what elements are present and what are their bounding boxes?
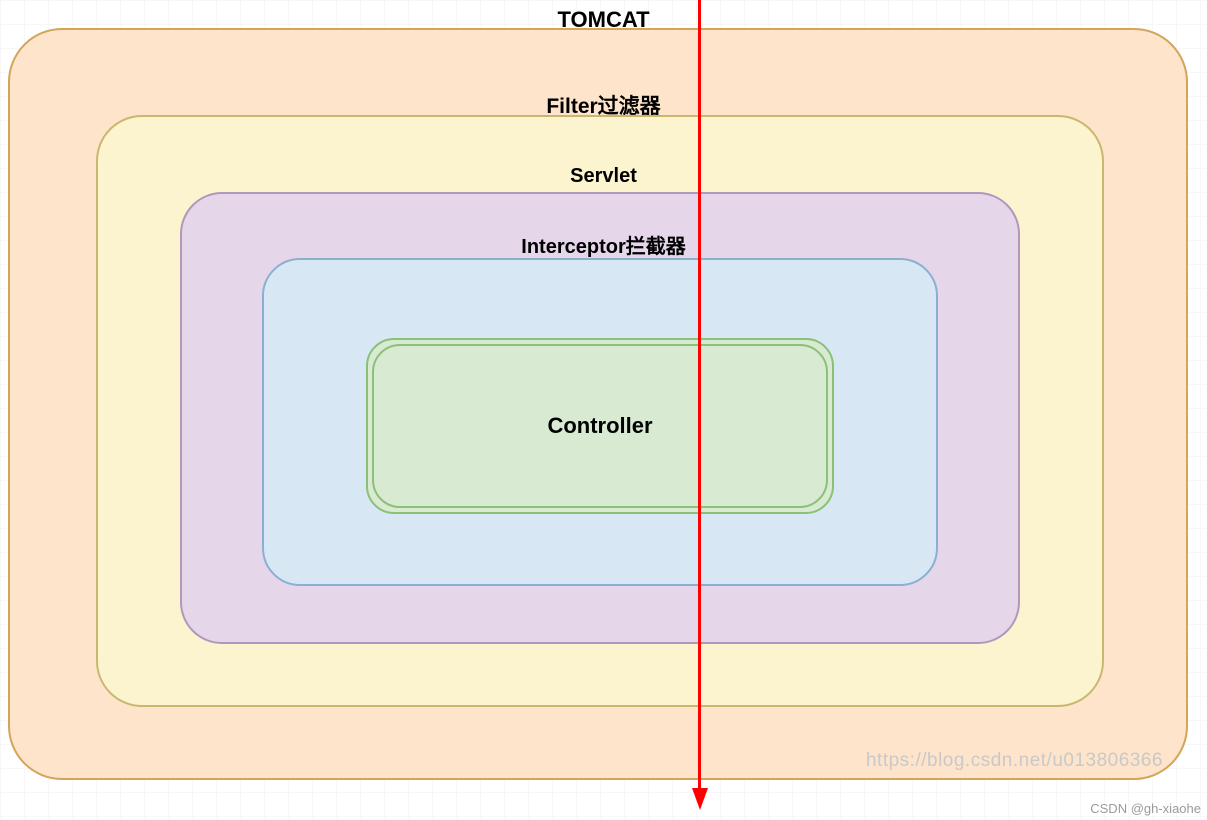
layer-controller-inner: Controller: [372, 344, 828, 508]
diagram-canvas: TOMCAT Filter过滤器 Servlet Interceptor拦截器 …: [0, 0, 1207, 820]
layer-label-interceptor: Interceptor拦截器: [521, 230, 685, 259]
flow-arrow-line: [698, 0, 701, 790]
controller-label: Controller: [547, 413, 652, 439]
credit-text: CSDN @gh-xiaohe: [1090, 801, 1201, 816]
flow-arrow-head-icon: [692, 788, 708, 810]
layer-label-servlet: Servlet: [570, 165, 637, 188]
